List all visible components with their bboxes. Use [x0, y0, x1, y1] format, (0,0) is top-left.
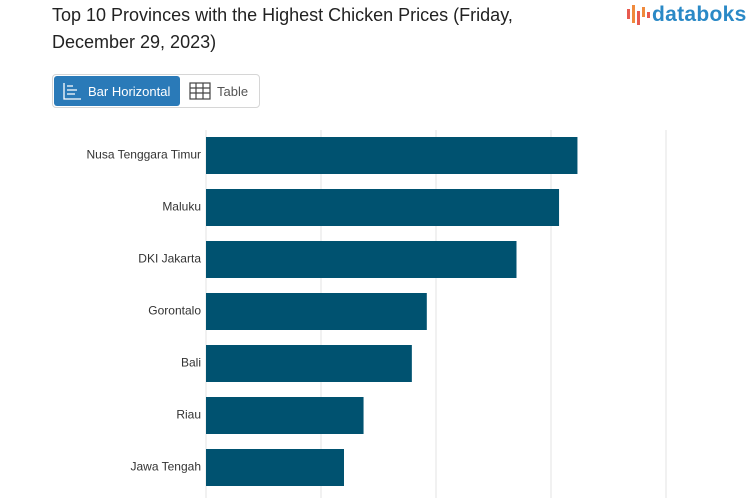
- chart-title: Top 10 Provinces with the Highest Chicke…: [52, 5, 513, 52]
- y-tick-label: Maluku: [162, 200, 201, 214]
- y-tick-label: Gorontalo: [148, 304, 201, 318]
- bar: [206, 137, 578, 174]
- bar: [206, 293, 427, 330]
- y-tick-label: Nusa Tenggara Timur: [86, 148, 201, 162]
- bar-button-label: Bar Horizontal: [88, 83, 171, 99]
- bar: [206, 241, 517, 278]
- y-tick-label: DKI Jakarta: [138, 252, 201, 266]
- table-button[interactable]: Table: [181, 75, 256, 107]
- bar: [206, 397, 364, 434]
- logo: databoks: [626, 3, 747, 27]
- logo-text: databoks: [652, 3, 747, 26]
- logo-icon: [627, 5, 650, 25]
- bar-icon: [63, 83, 81, 100]
- bar-button[interactable]: Bar Horizontal: [54, 76, 180, 106]
- bar: [206, 345, 412, 382]
- bar: [206, 449, 344, 486]
- y-tick-label: Jawa Tengah: [131, 460, 202, 474]
- table-icon: [189, 82, 211, 100]
- view-toggle: Bar Horizontal Table: [52, 74, 260, 108]
- y-tick-label: Riau: [176, 408, 201, 422]
- table-button-label: Table: [217, 83, 249, 99]
- y-tick-label: Bali: [181, 356, 201, 370]
- bar: [206, 189, 560, 226]
